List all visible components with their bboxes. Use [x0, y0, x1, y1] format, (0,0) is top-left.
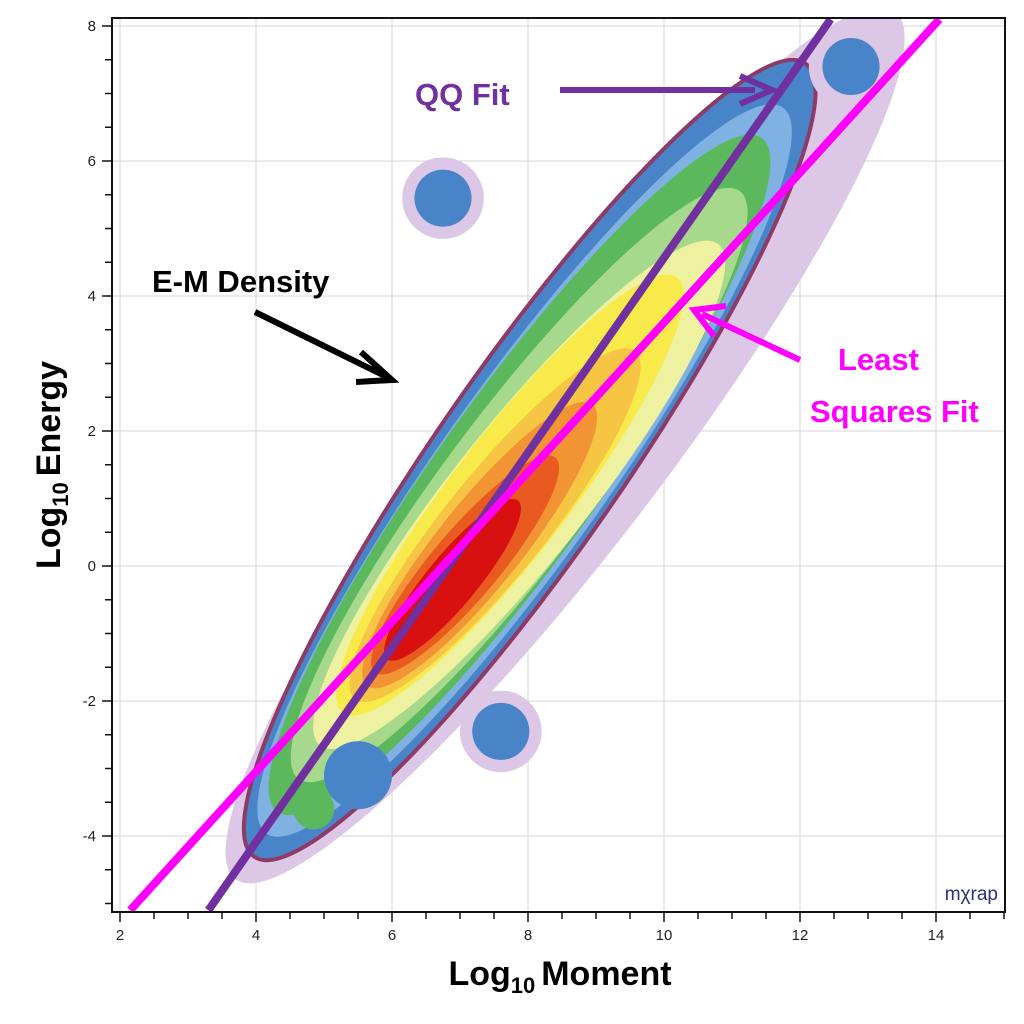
fit-line-qq-fit	[205, 19, 834, 911]
annotation-em-density: E-M Density	[152, 264, 330, 299]
annotation-least-squares-line2: Squares Fit	[810, 394, 979, 429]
y-tick-label: 0	[88, 558, 96, 575]
annotation-qq-fit: QQ Fit	[415, 77, 510, 112]
y-tick-label: 8	[88, 18, 96, 35]
arrow-em-density	[253, 309, 400, 385]
x-tick-label: 6	[388, 927, 396, 944]
arrow-qq-fit	[560, 73, 780, 107]
density-contours	[225, 19, 905, 884]
density-blob	[324, 741, 392, 810]
mxrap-logo: mχrap	[945, 884, 998, 905]
x-tick-label: 14	[928, 927, 945, 944]
arrow-least-squares	[688, 303, 802, 363]
density-blob	[414, 169, 472, 227]
x-tick-label: 4	[252, 927, 260, 944]
density-level-red	[384, 498, 521, 661]
y-tick-label: 2	[88, 423, 96, 440]
x-tick-label: 10	[656, 927, 673, 944]
density-blob	[822, 37, 880, 96]
axis-ticks: 2 4 6 8 10 12 14 -4 -2 0 2 4 6 8	[83, 18, 1005, 944]
y-tick-label: -2	[83, 693, 96, 710]
fit-lines	[127, 19, 943, 911]
y-tick-label: 6	[88, 153, 96, 170]
x-tick-label: 12	[792, 927, 809, 944]
fit-line-least-squares-fit	[127, 19, 943, 911]
density-blob	[293, 788, 335, 830]
annotation-least-squares-line1: Least	[838, 342, 919, 377]
x-tick-label: 2	[116, 927, 124, 944]
y-tick-label: -4	[83, 828, 96, 845]
density-blob	[472, 702, 530, 760]
x-tick-label: 8	[524, 927, 532, 944]
y-tick-label: 4	[88, 288, 96, 305]
y-axis-title: Log10Energy	[30, 361, 73, 569]
x-axis-title: Log10 Moment	[448, 955, 671, 998]
